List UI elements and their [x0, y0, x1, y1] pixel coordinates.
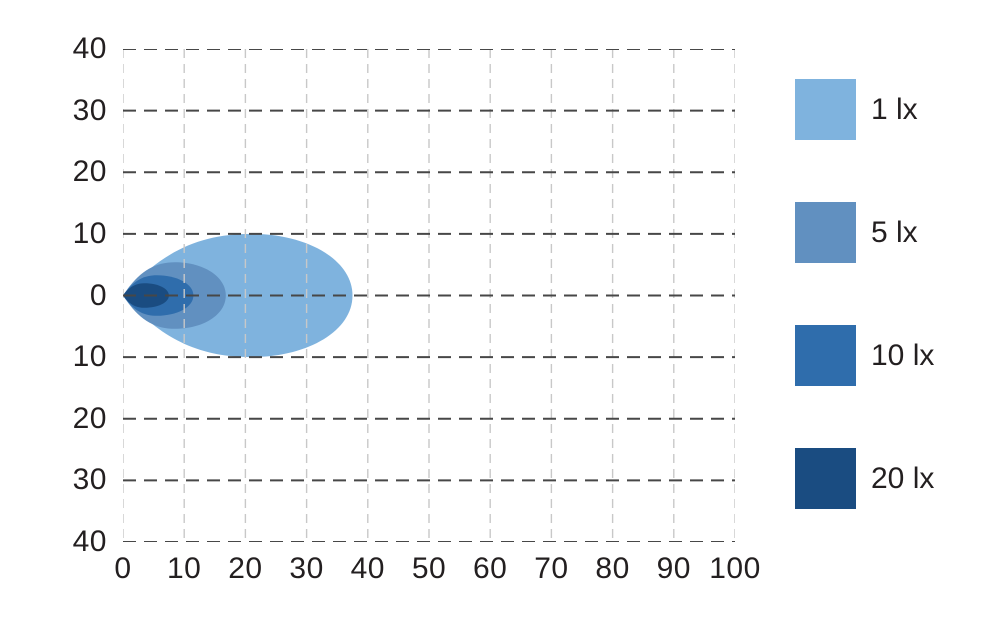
legend-label: 20 lx — [871, 461, 935, 495]
legend-entry: 10 lx — [795, 325, 934, 386]
gridlines — [123, 49, 735, 542]
y-tick-label: 30 — [72, 93, 107, 127]
x-tick-label: 90 — [656, 552, 691, 585]
x-tick-label: 30 — [289, 552, 324, 585]
legend-swatch — [795, 79, 856, 140]
legend-entry: 1 lx — [795, 79, 934, 140]
legend-swatch — [795, 448, 856, 509]
x-tick-label: 20 — [228, 552, 263, 585]
y-tick-label: 30 — [72, 463, 107, 497]
x-tick-label: 10 — [167, 552, 202, 585]
y-tick-label: 20 — [72, 401, 107, 435]
legend-label: 10 lx — [871, 338, 935, 372]
x-tick-label: 60 — [473, 552, 508, 585]
legend-label: 1 lx — [871, 92, 918, 126]
legend-entry: 20 lx — [795, 448, 934, 509]
legend-entry: 5 lx — [795, 202, 934, 263]
x-tick-label: 70 — [534, 552, 569, 585]
x-tick-label: 80 — [595, 552, 630, 585]
legend-swatch — [795, 202, 856, 263]
legend: 1 lx 5 lx 10 lx 20 lx — [795, 79, 934, 509]
y-tick-label: 20 — [72, 155, 107, 189]
x-tick-label: 100 — [709, 552, 761, 585]
legend-label: 5 lx — [871, 215, 918, 249]
x-tick-label: 50 — [411, 552, 447, 585]
plot-area — [123, 49, 735, 542]
legend-swatch — [795, 325, 856, 386]
y-tick-label: 0 — [89, 278, 107, 312]
y-tick-label: 40 — [72, 525, 107, 558]
x-tick-label: 0 — [114, 552, 132, 585]
y-tick-label: 10 — [72, 216, 107, 250]
x-tick-label: 40 — [350, 552, 385, 585]
y-tick-label: 10 — [72, 340, 107, 374]
y-tick-label: 40 — [72, 32, 107, 65]
